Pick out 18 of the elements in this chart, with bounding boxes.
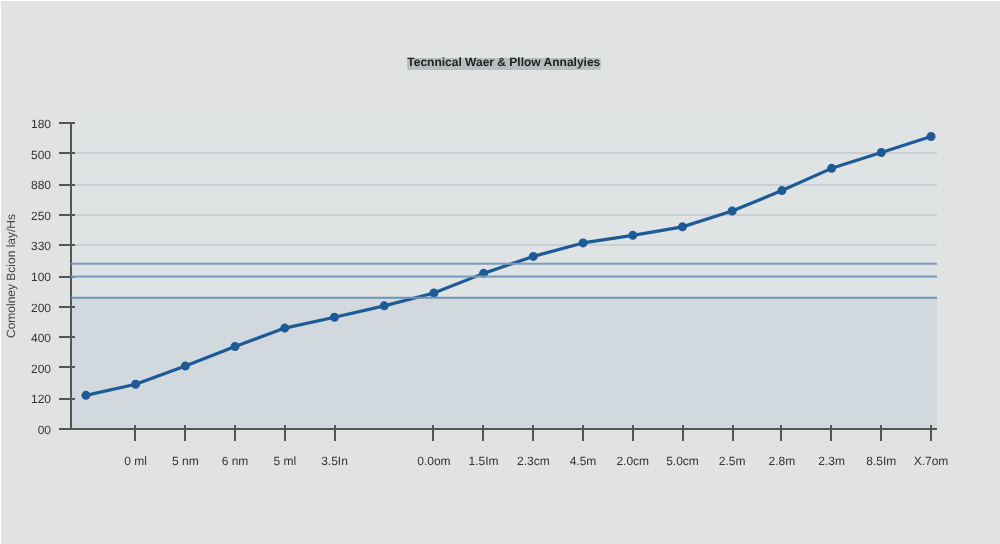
point (230, 342, 240, 351)
point (329, 312, 339, 322)
point (280, 323, 290, 333)
point (628, 230, 638, 240)
point (479, 268, 489, 278)
point (827, 163, 837, 173)
point (131, 379, 141, 389)
point (578, 238, 588, 248)
point (727, 206, 737, 216)
point (677, 222, 687, 232)
point (777, 186, 787, 196)
point (528, 251, 538, 261)
point (926, 131, 936, 141)
point (180, 361, 190, 371)
point (876, 148, 886, 158)
point (81, 390, 91, 400)
point (429, 288, 439, 298)
point (379, 301, 389, 311)
